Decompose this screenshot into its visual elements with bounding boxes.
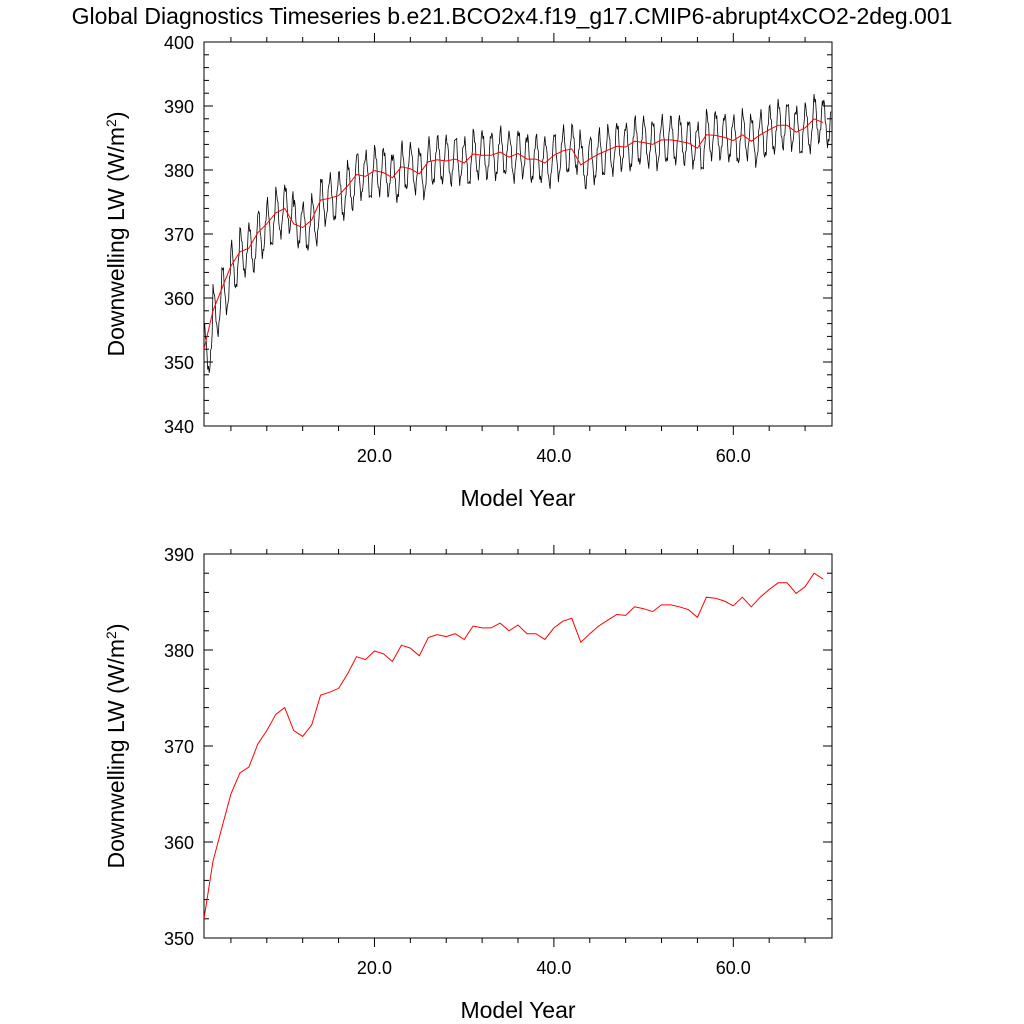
chart-2: 350 360 370 380 390 20.0 40.0 60.0 Model Year Dow… <box>103 545 833 1023</box>
y-tick-label: 380 <box>164 161 194 181</box>
annual-mean-series-line <box>204 572 824 919</box>
y-tick-label: 350 <box>164 929 194 949</box>
chart-1: 340 350 360 370 380 390 400 20.0 40.0 60.0 Model Y… <box>103 33 833 511</box>
y-tick-label: 390 <box>164 545 194 565</box>
x-tick-label: 40.0 <box>536 446 571 466</box>
y-axis-label: Downwelling LW (W/m2) <box>103 623 129 868</box>
y-tick-label: 350 <box>164 353 194 373</box>
annual-mean-series-line <box>204 118 824 350</box>
x-tick-label: 40.0 <box>536 958 571 978</box>
y-tick-label: 360 <box>164 833 194 853</box>
y-tick-label: 360 <box>164 289 194 309</box>
plot-frame <box>203 553 833 939</box>
plot-frame <box>203 41 833 427</box>
y-tick-label: 390 <box>164 97 194 117</box>
x-tick-label: 60.0 <box>716 446 751 466</box>
x-tick-label: 20.0 <box>357 958 392 978</box>
x-axis-label: Model Year <box>460 485 575 511</box>
x-axis-label: Model Year <box>460 997 575 1023</box>
monthly-series-line <box>204 94 832 373</box>
y-tick-label: 370 <box>164 225 194 245</box>
y-tick-label: 400 <box>164 33 194 53</box>
y-axis-label: Downwelling LW (W/m2) <box>103 111 129 356</box>
x-tick-label: 60.0 <box>716 958 751 978</box>
y-tick-label: 370 <box>164 737 194 757</box>
x-tick-label: 20.0 <box>357 446 392 466</box>
page-title: Global Diagnostics Timeseries b.e21.BCO2… <box>71 3 953 29</box>
y-tick-label: 380 <box>164 641 194 661</box>
y-tick-label: 340 <box>164 417 194 437</box>
